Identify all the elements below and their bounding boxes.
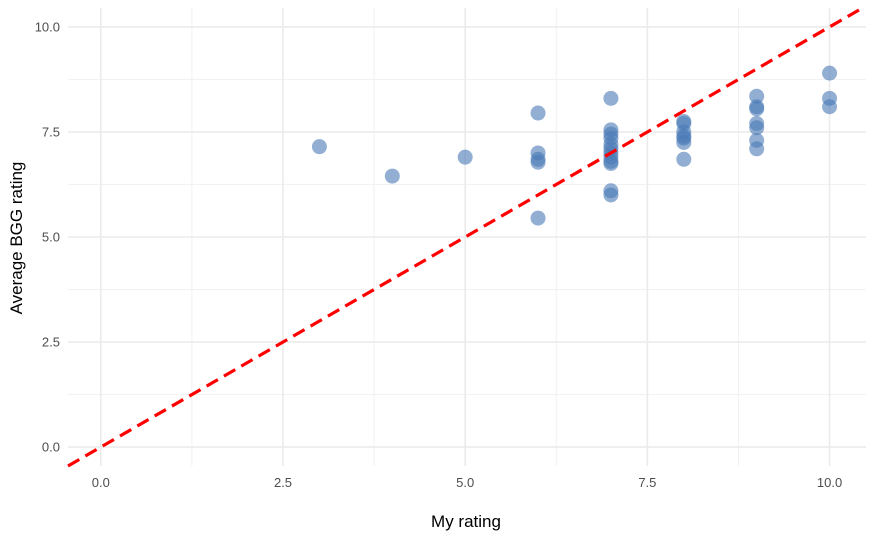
x-tick-label: 5.0: [456, 475, 474, 490]
x-tick-label: 2.5: [274, 475, 292, 490]
data-point: [457, 149, 473, 165]
data-point: [603, 187, 619, 203]
x-tick-label: 7.5: [638, 475, 656, 490]
data-point: [749, 88, 765, 104]
y-axis-title: Average BGG rating: [7, 162, 26, 315]
y-tick-label: 0.0: [42, 440, 60, 455]
y-tick-label: 7.5: [42, 124, 60, 139]
data-point: [822, 65, 838, 81]
y-tick-label: 2.5: [42, 335, 60, 350]
data-point: [530, 154, 546, 170]
data-point: [749, 101, 765, 117]
reference-line: [67, 6, 864, 468]
data-point: [530, 105, 546, 121]
tick-labels: 0.0 2.5 5.0 7.5 10.0 0.0 2.5 5.0 7.5 10.0: [35, 19, 843, 490]
y-tick-label: 5.0: [42, 230, 60, 245]
data-point: [384, 168, 400, 184]
data-point: [530, 210, 546, 226]
data-point: [676, 134, 692, 150]
x-tick-label: 10.0: [817, 475, 842, 490]
data-point: [822, 99, 838, 115]
data-point: [749, 141, 765, 157]
reference-line-layer: [67, 6, 864, 468]
data-point: [603, 90, 619, 106]
x-axis-title: My rating: [431, 512, 501, 531]
data-point: [311, 139, 327, 155]
grid: [68, 8, 866, 466]
data-point: [676, 151, 692, 167]
data-point: [603, 155, 619, 171]
data-point: [749, 120, 765, 136]
y-tick-label: 10.0: [35, 19, 60, 34]
points-layer: [311, 65, 838, 226]
x-tick-label: 0.0: [92, 475, 110, 490]
